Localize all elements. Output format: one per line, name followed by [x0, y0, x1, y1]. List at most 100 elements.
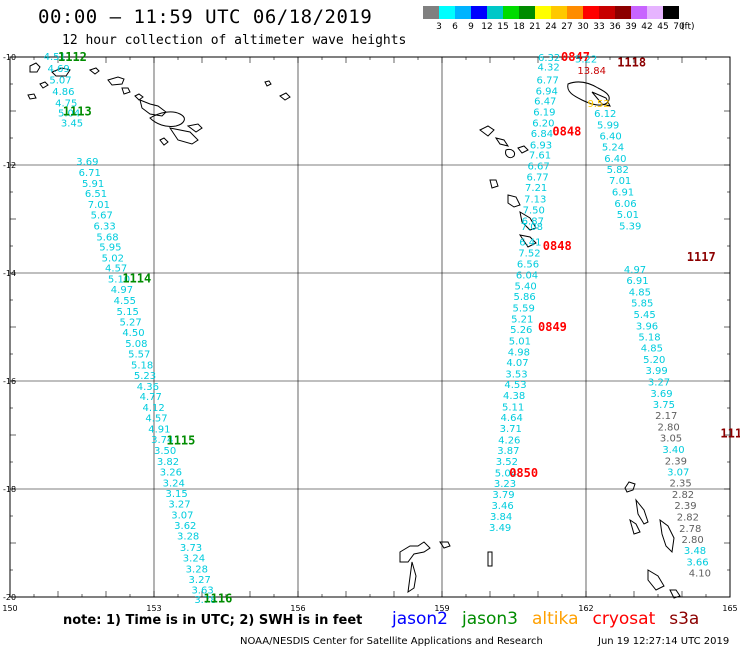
swh-value: 5.85 — [631, 299, 653, 310]
swh-value: 3.27 — [168, 500, 190, 511]
swh-value: 3.46 — [491, 501, 513, 512]
legend-swatch-30 — [567, 6, 583, 19]
legend-swatch-27 — [551, 6, 567, 19]
swh-value: 5.57 — [128, 349, 150, 360]
swh-value: 9.52 — [587, 99, 609, 110]
swh-value: 3.79 — [492, 490, 514, 501]
swh-value: 2.78 — [679, 524, 701, 535]
legend-swatch-70 — [663, 6, 679, 19]
pass-time-label: 1117 — [687, 250, 716, 264]
swh-value: 3.15 — [166, 489, 188, 500]
legend-swatch-42 — [631, 6, 647, 19]
swh-value: 3.05 — [660, 434, 682, 445]
lon-tick-label: 162 — [578, 604, 593, 613]
legend-label-39: 39 — [625, 22, 637, 32]
swh-value: 3.07 — [667, 468, 689, 479]
swh-value: 5.04 — [58, 109, 80, 120]
swh-value: 3.99 — [646, 366, 668, 377]
swh-value: 5.23 — [134, 371, 156, 382]
coastlines — [27, 62, 681, 599]
swh-value: 5.10 — [108, 274, 130, 285]
swh-value: 6.20 — [532, 118, 554, 129]
legend-label-27: 27 — [561, 22, 573, 32]
swh-value: 4.36 — [137, 382, 159, 393]
legend-label-45: 45 — [657, 22, 669, 32]
swh-value: 5.27 — [119, 318, 141, 329]
swh-value: 4.57 — [105, 264, 127, 275]
swh-value: 6.47 — [534, 97, 556, 108]
page-title: 00:00 – 11:59 UTC 06/18/2019 — [38, 6, 373, 28]
swh-value: 4.38 — [503, 391, 525, 402]
swh-value: 5.21 — [511, 314, 533, 325]
swh-value: 6.32 — [538, 53, 560, 64]
legend-label-3: 3 — [436, 22, 442, 32]
lon-tick-label: 150 — [2, 604, 17, 613]
lat-tick-label: -20 — [3, 593, 16, 602]
legend-label-33: 33 — [593, 22, 605, 32]
swh-value: 3.71 — [500, 424, 522, 435]
swh-value: 5.40 — [514, 281, 536, 292]
coastline-vanuatu-central — [647, 518, 681, 599]
swh-value: 5.82 — [607, 165, 629, 176]
swh-value: 7.21 — [525, 183, 547, 194]
swh-value: 5.04 — [495, 468, 517, 479]
swh-value: 3.69 — [650, 389, 672, 400]
swh-value: 4.50 — [122, 328, 144, 339]
swh-value: 5.39 — [619, 221, 641, 232]
swh-value: 3.63 — [191, 585, 213, 596]
swh-value: 5.91 — [82, 179, 104, 190]
swh-value: 5.67 — [91, 211, 113, 222]
legend-swatch-6 — [439, 6, 455, 19]
satellite-s3a: s3a — [669, 609, 700, 629]
satellite-jason3: jason3 — [462, 609, 518, 629]
pass-time-label: 0848 — [543, 239, 572, 253]
color-legend — [423, 6, 679, 19]
swh-value: 5.08 — [125, 339, 147, 350]
lat-tick-label: -12 — [3, 161, 16, 170]
satellite-cryosat: cryosat — [592, 609, 656, 629]
swh-value: 5.18 — [638, 333, 660, 344]
pass-time-label: 1114 — [122, 271, 151, 285]
swh-value: 2.39 — [665, 456, 687, 467]
swh-value: 5.07 — [49, 76, 71, 87]
swh-value: 4.75 — [55, 98, 77, 109]
pass-time-label: 0848 — [552, 125, 581, 139]
swh-value: 5.22 — [575, 55, 597, 66]
pass-time-label: 1115 — [166, 433, 195, 447]
swh-value: 2.80 — [682, 535, 704, 546]
footer-timestamp: Jun 19 12:27:14 UTC 2019 — [598, 636, 730, 647]
swh-value: 6.91 — [612, 187, 634, 198]
swh-value: 5.01 — [617, 210, 639, 221]
swh-value: 4.85 — [629, 287, 651, 298]
swh-value: 4.10 — [689, 569, 711, 580]
swh-value: 4.12 — [142, 403, 164, 414]
legend-swatch-33 — [583, 6, 599, 19]
legend-swatch-12 — [471, 6, 487, 19]
lon-tick-label: 165 — [722, 604, 737, 613]
legend-swatch-9 — [455, 6, 471, 19]
swh-value: 7.01 — [88, 200, 110, 211]
swh-value: 5.95 — [99, 243, 121, 254]
swh-value: 4.77 — [140, 392, 162, 403]
swh-value: 3.62 — [174, 521, 196, 532]
legend-label-70: 70 — [673, 22, 685, 32]
swh-value: 5.86 — [514, 292, 536, 303]
swh-value: 6.93 — [530, 140, 552, 151]
swh-value: 4.97 — [624, 265, 646, 276]
swh-value: 5.24 — [602, 143, 624, 154]
axis-labels: 150 153 156 159 162 165 -10 -12 -14 -16 -18 -20 — [2, 53, 737, 613]
pass-time-label: 1113 — [63, 105, 92, 119]
swh-value: 4.53 — [504, 380, 526, 391]
swh-value: 6.12 — [594, 109, 616, 120]
altimeter-tracks: 4.514.695.074.864.755.043.453.696.715.91… — [44, 50, 740, 606]
swh-value: 4.97 — [111, 285, 133, 296]
pass-time-label: 1118 — [617, 55, 646, 69]
swh-value: 3.24 — [163, 479, 185, 490]
lon-tick-label: 159 — [434, 604, 449, 613]
swh-value: 2.80 — [658, 422, 680, 433]
swh-value: 6.56 — [517, 259, 539, 270]
swh-value: 7.08 — [521, 222, 543, 233]
legend-label-42: 42 — [641, 22, 653, 32]
swh-value: 4.26 — [498, 435, 520, 446]
coastline-solomon-west — [27, 62, 71, 100]
